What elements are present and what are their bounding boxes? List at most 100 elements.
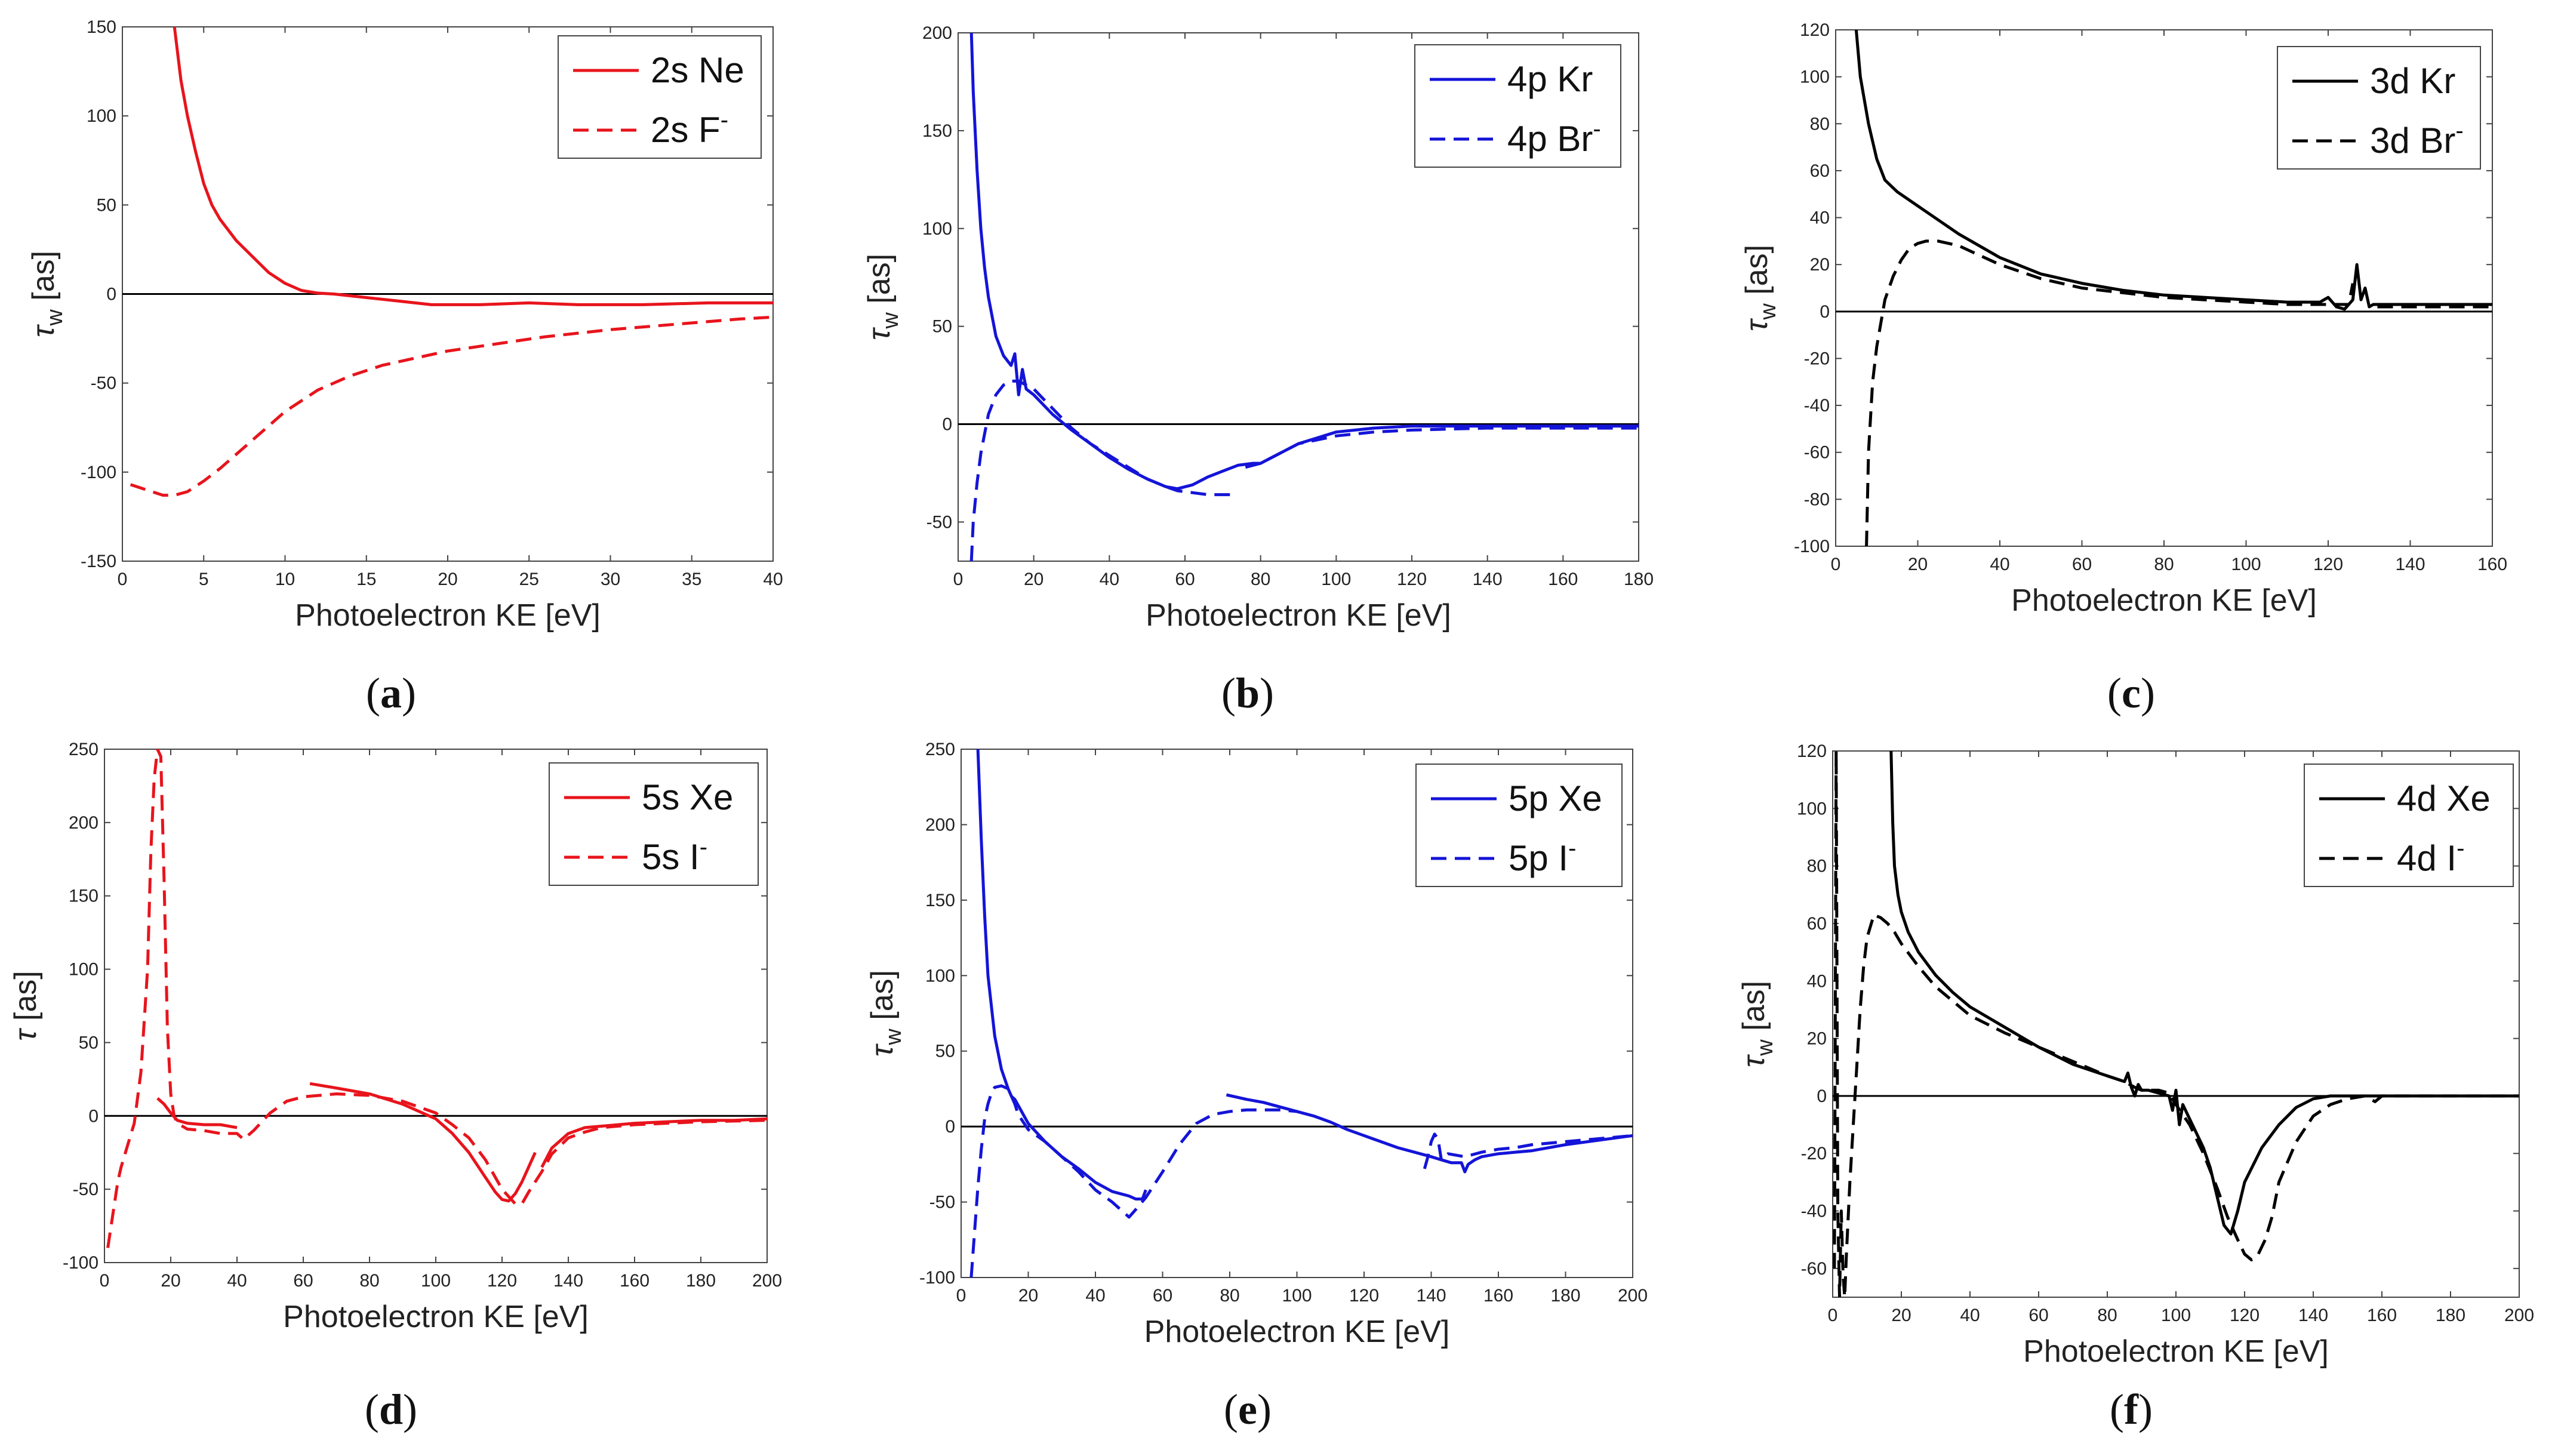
x-tick-label: 80 xyxy=(1220,1286,1239,1306)
x-tick-label: 60 xyxy=(2028,1306,2048,1325)
y-tick-label: -100 xyxy=(81,463,116,482)
x-tick-label: 180 xyxy=(686,1271,716,1291)
y-axis-symbol: τ xyxy=(1737,1054,1771,1067)
x-tick-label: 180 xyxy=(2436,1306,2465,1325)
panel-e: 0 20 40 60 80 100 120 140 160 180 200 -100 -50 0 50 100… xyxy=(865,740,1648,1433)
y-tick-label: -40 xyxy=(1801,1202,1827,1221)
panel-caption: (c) xyxy=(2107,669,2155,717)
x-tick-label: 80 xyxy=(2097,1306,2117,1325)
y-axis-unit: [as] xyxy=(865,970,900,1029)
y-tick-label: 120 xyxy=(1800,20,1830,40)
legend-entry: 3d Kr xyxy=(2370,61,2455,101)
series-line-2s-f xyxy=(130,315,773,497)
legend-label: 5s Xe xyxy=(642,777,733,817)
x-tick-label: 140 xyxy=(553,1271,583,1291)
y-axis-label: τ [as] xyxy=(8,971,43,1041)
y-tick-label: 50 xyxy=(79,1033,98,1052)
x-axis-label: Photoelectron KE [eV] xyxy=(1146,598,1451,633)
series-line-4d-i xyxy=(1833,751,2519,1297)
legend-label: 4p Kr xyxy=(1507,59,1593,99)
x-tick-label: 100 xyxy=(1321,570,1351,589)
legend-box xyxy=(1414,44,1621,168)
series-line-3d-kr xyxy=(1854,30,2492,311)
y-tick-label: 0 xyxy=(88,1106,98,1126)
x-tick-label: 200 xyxy=(752,1271,782,1291)
y-axis-symbol: τ xyxy=(865,1043,900,1057)
legend-entry: 5s Xe xyxy=(642,777,733,817)
legend-label: 5p I xyxy=(1509,838,1568,878)
panel-caption: (a) xyxy=(366,669,416,717)
x-tick-label: 60 xyxy=(1153,1286,1172,1306)
panel-caption: (b) xyxy=(1221,669,1274,717)
x-tick-label: 60 xyxy=(293,1271,313,1291)
x-tick-label: 20 xyxy=(161,1271,180,1291)
y-tick-label: -50 xyxy=(73,1180,98,1199)
x-tick-label: 0 xyxy=(1828,1306,1838,1325)
legend-box xyxy=(1415,764,1623,887)
y-tick-label: -20 xyxy=(1804,349,1830,368)
legend-label: 2s F xyxy=(651,110,721,150)
x-axis-label: Photoelectron KE [eV] xyxy=(295,598,601,633)
legend-box xyxy=(2277,46,2481,170)
x-tick-label: 0 xyxy=(100,1271,110,1291)
y-tick-label: 0 xyxy=(1820,302,1830,322)
x-tick-label: 100 xyxy=(2161,1306,2191,1325)
y-tick-label: 120 xyxy=(1797,741,1827,761)
y-tick-label: -50 xyxy=(929,1193,955,1212)
x-tick-label: 160 xyxy=(2367,1306,2397,1325)
y-tick-label: 100 xyxy=(69,960,98,980)
x-tick-label: 60 xyxy=(1175,570,1195,589)
y-tick-label: -60 xyxy=(1804,443,1830,463)
y-tick-label: 50 xyxy=(932,317,952,337)
caption-paren-close: ) xyxy=(402,669,416,717)
y-tick-label: -100 xyxy=(63,1253,98,1273)
y-axis-subscript: w xyxy=(1756,303,1781,321)
x-tick-label: 160 xyxy=(1483,1286,1513,1306)
y-tick-label: 100 xyxy=(922,219,952,239)
series-line-5p-i xyxy=(1423,1132,1633,1169)
x-tick-label: 180 xyxy=(1624,570,1654,589)
caption-letter: c xyxy=(2122,669,2141,717)
x-tick-label: 5 xyxy=(199,570,209,589)
x-tick-label: 120 xyxy=(2313,555,2343,574)
x-tick-label: 20 xyxy=(1908,555,1928,574)
x-tick-label: 10 xyxy=(275,570,295,589)
x-tick-label: 100 xyxy=(421,1271,451,1291)
legend-entry: 4d I- xyxy=(2397,835,2464,878)
series-line-5p-i xyxy=(969,1084,1297,1278)
y-tick-label: 80 xyxy=(1810,114,1830,134)
y-axis-unit: [as] xyxy=(8,971,43,1029)
series-line-5s-xe xyxy=(156,1097,238,1129)
x-tick-label: 40 xyxy=(1085,1286,1105,1306)
panel-d: 0 20 40 60 80 100 120 140 160 180 200 -100 -50 0 50 100… xyxy=(8,740,782,1433)
series-line-3d-br xyxy=(1865,239,2354,546)
x-tick-label: 20 xyxy=(1891,1306,1911,1325)
y-axis-subscript: w xyxy=(881,1029,906,1046)
legend-superscript: - xyxy=(2457,835,2464,861)
y-tick-label: -40 xyxy=(1804,396,1830,415)
caption-paren-close: ) xyxy=(2141,669,2155,717)
series-line-4p-br xyxy=(969,379,1230,561)
y-tick-label: 20 xyxy=(1810,255,1830,275)
y-axis-symbol: τ xyxy=(8,1027,43,1041)
legend-entry: 4p Br- xyxy=(1507,116,1601,159)
y-axis-subscript: w xyxy=(42,309,67,327)
legend-label: 4d I xyxy=(2397,838,2457,878)
y-tick-label: 0 xyxy=(945,1117,955,1137)
caption-paren-close: ) xyxy=(403,1386,417,1433)
x-tick-label: 140 xyxy=(2298,1306,2328,1325)
caption-paren-open: ( xyxy=(1224,1386,1238,1433)
y-tick-label: 40 xyxy=(1810,208,1830,228)
legend-superscript: - xyxy=(1593,116,1600,142)
y-axis-subscript: w xyxy=(878,312,903,330)
panel-b: 0 20 40 60 80 100 120 140 160 180 -50 0 50 100 150 200 P… xyxy=(862,23,1654,717)
series-line-2s-ne xyxy=(173,27,773,306)
panel-caption: (f) xyxy=(2110,1386,2153,1433)
legend-box xyxy=(549,762,759,886)
y-tick-label: 0 xyxy=(106,285,116,304)
y-axis-label: τw [as] xyxy=(862,254,903,340)
x-tick-label: 200 xyxy=(2504,1306,2534,1325)
y-axis-label: τw [as] xyxy=(26,251,67,337)
x-tick-label: 120 xyxy=(487,1271,517,1291)
x-axis-label: Photoelectron KE [eV] xyxy=(2023,1334,2329,1369)
